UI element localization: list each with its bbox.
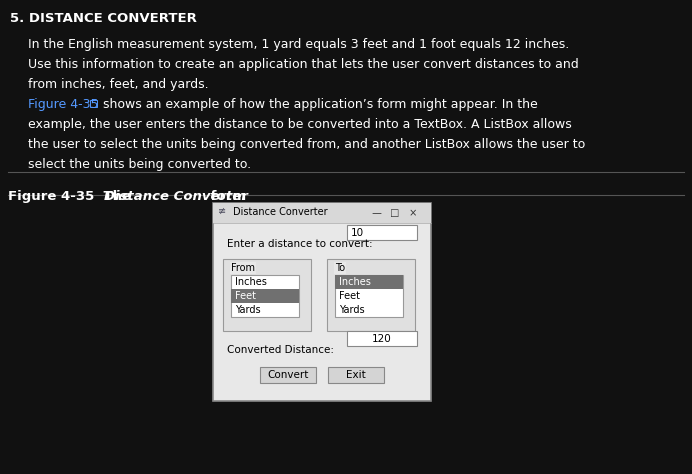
- Text: Feet: Feet: [339, 291, 360, 301]
- Bar: [90, 100, 97, 107]
- Text: from inches, feet, and yards.: from inches, feet, and yards.: [28, 78, 208, 91]
- Bar: [347, 225, 417, 240]
- Text: form: form: [206, 190, 246, 203]
- Text: ×: ×: [406, 208, 420, 218]
- Text: Feet: Feet: [235, 291, 256, 301]
- Bar: [347, 331, 417, 346]
- Text: select the units being converted to.: select the units being converted to.: [28, 158, 251, 171]
- Text: shows an example of how the application’s form might appear. In the: shows an example of how the application’…: [99, 98, 538, 111]
- Text: □: □: [388, 208, 403, 218]
- Bar: [213, 203, 431, 401]
- Text: Convert: Convert: [267, 370, 309, 380]
- Bar: [213, 203, 431, 223]
- Text: Use this information to create an application that lets the user convert distanc: Use this information to create an applic…: [28, 58, 579, 71]
- Text: Converted Distance:: Converted Distance:: [227, 345, 334, 355]
- Text: Inches: Inches: [339, 277, 371, 287]
- Text: Enter a distance to convert:: Enter a distance to convert:: [227, 239, 372, 249]
- Text: the user to select the units being converted from, and another ListBox allows th: the user to select the units being conve…: [28, 138, 585, 151]
- Text: In the English measurement system, 1 yard equals 3 feet and 1 foot equals 12 inc: In the English measurement system, 1 yar…: [28, 38, 570, 51]
- Bar: [223, 259, 311, 331]
- Text: Distance Converter: Distance Converter: [104, 190, 248, 203]
- Text: ≢: ≢: [218, 206, 226, 216]
- Text: Distance Converter: Distance Converter: [233, 207, 327, 217]
- Text: 120: 120: [372, 334, 392, 344]
- Text: Inches: Inches: [235, 277, 267, 287]
- Text: Yards: Yards: [339, 305, 365, 315]
- Text: From: From: [231, 263, 255, 273]
- Bar: [335, 275, 403, 289]
- Text: —: —: [369, 208, 385, 218]
- Bar: [327, 259, 415, 331]
- Bar: [335, 275, 403, 317]
- Text: 5. DISTANCE CONVERTER: 5. DISTANCE CONVERTER: [10, 12, 197, 25]
- Text: Figure 4-35  The: Figure 4-35 The: [8, 190, 136, 203]
- Text: To: To: [335, 263, 345, 273]
- Text: Figure 4-35: Figure 4-35: [28, 98, 98, 111]
- Text: Exit: Exit: [346, 370, 366, 380]
- Bar: [260, 367, 316, 383]
- Text: example, the user enters the distance to be converted into a TextBox. A ListBox : example, the user enters the distance to…: [28, 118, 572, 131]
- Text: Yards: Yards: [235, 305, 261, 315]
- Bar: [328, 367, 384, 383]
- Text: 10: 10: [351, 228, 364, 237]
- Bar: [231, 275, 299, 317]
- Bar: [231, 289, 299, 303]
